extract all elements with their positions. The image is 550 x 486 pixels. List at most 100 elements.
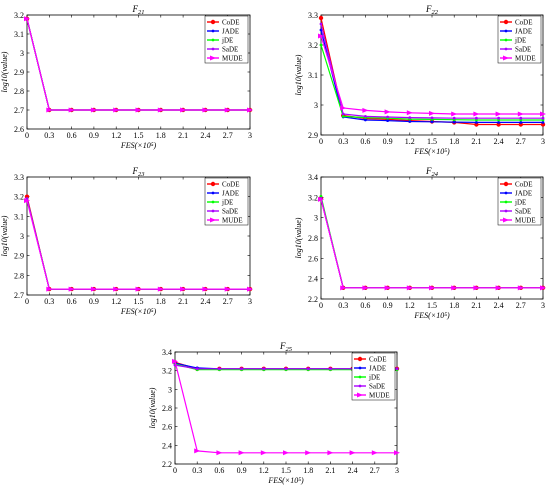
legend-marker (503, 217, 509, 223)
legend-label: MUDE (369, 392, 390, 400)
data-point (195, 367, 199, 371)
x-tick-label: 1.2 (111, 131, 121, 140)
x-tick-label: 0.6 (360, 301, 370, 310)
data-point (46, 107, 53, 113)
x-tick-label: 2.4 (348, 466, 358, 475)
x-tick-label: 2.7 (516, 137, 526, 146)
y-tick-label: 3 (20, 49, 24, 58)
legend-marker (211, 29, 215, 33)
x-tick-label: 0.9 (383, 301, 393, 310)
y-tick-label: 3.1 (14, 30, 24, 39)
data-point (362, 285, 369, 291)
data-point (340, 285, 347, 291)
x-tick-label: 0 (319, 137, 323, 146)
data-point (157, 286, 164, 292)
data-point (430, 116, 434, 120)
x-tick-label: 0 (173, 466, 177, 475)
legend-label: CoDE (515, 19, 533, 27)
legend-label: MUDE (515, 217, 536, 225)
y-axis-label: log10(value) (294, 54, 303, 95)
data-point (541, 121, 545, 124)
data-point (496, 122, 501, 127)
x-tick-label: 0 (25, 297, 29, 306)
y-tick-label: 2.2 (162, 460, 172, 469)
data-point (224, 286, 231, 292)
data-point (216, 450, 223, 456)
x-tick-label: 2.4 (494, 301, 504, 310)
x-tick-label: 1.8 (156, 131, 166, 140)
data-point (384, 109, 391, 115)
y-tick-label: 3.4 (308, 173, 318, 182)
x-tick-label: 0.3 (338, 137, 348, 146)
x-tick-label: 3 (248, 131, 252, 140)
legend-marker (210, 181, 216, 187)
legend-label: MUDE (222, 217, 243, 225)
data-point (473, 111, 480, 117)
y-tick-label: 3 (314, 214, 318, 223)
data-point (386, 115, 389, 119)
data-point (260, 450, 267, 456)
data-point (90, 107, 97, 113)
legend-marker (503, 19, 509, 25)
chart-panel: 0 0.3 0.6 0.9 1.2 1.5 1.8 2.1 2.4 2.7 3 2.9 3 3.1 3.2 3… (294, 4, 546, 156)
y-tick-label: 3.4 (162, 348, 172, 357)
x-tick-label: 1.2 (259, 466, 269, 475)
legend-label: MUDE (515, 55, 536, 63)
data-point (497, 116, 500, 120)
legend-label: jDE (514, 37, 526, 45)
data-point (24, 198, 30, 204)
chart-panel: 0 0.3 0.6 0.9 1.2 1.5 1.8 2.1 2.4 2.7 3 2.2 2.4 2.6 2.… (148, 341, 400, 485)
x-tick-label: 2.1 (471, 137, 481, 146)
data-point (157, 107, 164, 113)
data-point (386, 119, 389, 122)
x-axis-label: FES(×10⁵) (120, 307, 157, 316)
y-tick-label: 3.3 (308, 11, 318, 20)
y-tick-label: 3 (20, 232, 24, 241)
y-tick-label: 2.9 (14, 68, 24, 77)
data-point (329, 367, 332, 371)
data-point (362, 107, 369, 113)
x-tick-label: 3 (395, 466, 399, 475)
y-tick-label: 2.7 (14, 106, 24, 115)
x-tick-label: 2.7 (223, 297, 233, 306)
legend-label: JADE (369, 365, 386, 373)
data-point (247, 107, 253, 113)
data-point (202, 286, 209, 292)
legend-marker (211, 191, 215, 195)
data-point (135, 286, 142, 292)
y-tick-label: 2.8 (14, 271, 24, 280)
legend-label: JADE (515, 28, 532, 36)
data-point (451, 285, 458, 291)
y-tick-label: 2.9 (14, 252, 24, 261)
data-point (319, 194, 323, 198)
y-tick-label: 3.1 (308, 71, 318, 80)
y-tick-label: 2.8 (308, 234, 318, 243)
x-tick-label: 1.8 (303, 466, 313, 475)
x-tick-label: 2.1 (471, 301, 481, 310)
y-axis-label: log10(value) (294, 217, 303, 258)
data-point (519, 121, 523, 124)
data-point (284, 367, 288, 371)
x-axis-label: FES(×10⁵) (413, 147, 450, 156)
data-point (180, 286, 187, 292)
x-tick-label: 2.4 (200, 131, 210, 140)
data-point (305, 450, 312, 456)
x-tick-label: 1.2 (405, 301, 415, 310)
y-tick-label: 3.2 (308, 41, 318, 50)
data-point (306, 367, 310, 371)
legend-label: CoDE (222, 181, 240, 189)
x-tick-label: 1.5 (427, 301, 437, 310)
y-tick-label: 2.6 (308, 254, 318, 263)
x-tick-label: 3 (541, 301, 545, 310)
legend-marker (358, 366, 362, 370)
x-tick-label: 2.1 (178, 131, 188, 140)
legend-marker (503, 55, 509, 61)
data-point (540, 111, 546, 117)
x-tick-label: 2.7 (223, 131, 233, 140)
y-tick-label: 2.8 (162, 404, 172, 413)
data-point (519, 116, 523, 120)
data-point (541, 116, 545, 120)
x-tick-label: 0.9 (237, 466, 247, 475)
data-point (194, 448, 201, 454)
y-axis-label: log10(value) (0, 215, 9, 256)
